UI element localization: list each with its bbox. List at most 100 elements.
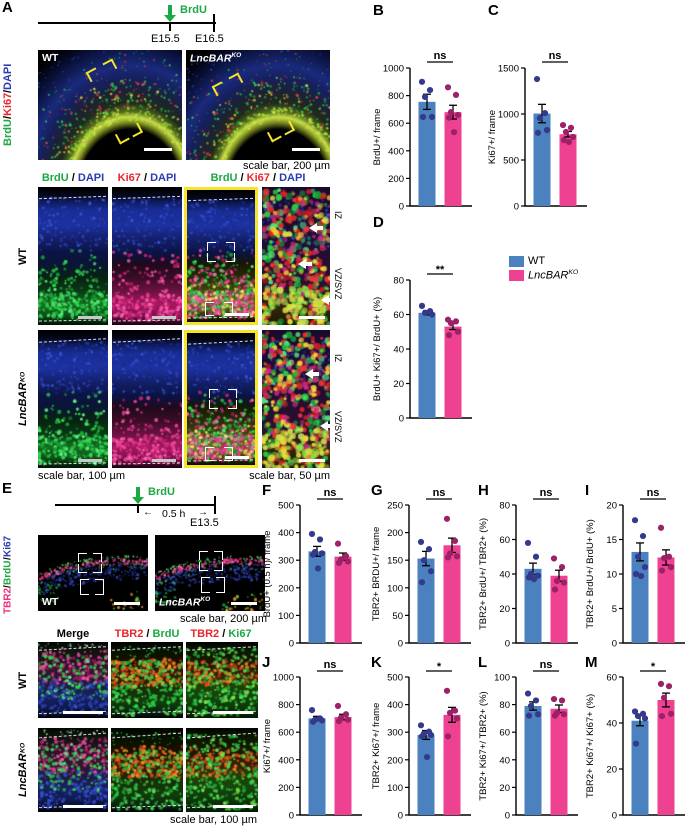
svg-text:ns: ns xyxy=(324,659,337,671)
brdu-injection-label: BrdU xyxy=(148,486,175,498)
col-header-ki67-dapi: Ki67 / DAPI xyxy=(117,172,177,184)
genotype-overlay-wt: WT xyxy=(42,52,59,64)
inset-box-icon xyxy=(80,579,104,595)
svg-text:500: 500 xyxy=(387,673,403,684)
arrow-left-icon xyxy=(304,222,324,233)
micrograph-a-wt-overview: WT xyxy=(38,50,182,160)
scalebar-icon xyxy=(292,148,320,151)
svg-text:0: 0 xyxy=(612,811,617,822)
timeline-axis xyxy=(38,22,216,24)
col-header-tbr2-brdu: TBR2 / BrdU xyxy=(114,628,180,640)
micrograph-a-ko-merge xyxy=(184,330,258,468)
inset-box-icon xyxy=(78,553,102,573)
brdu-timeline-a: BrdU E15.5 E16.5 xyxy=(30,2,240,48)
svg-text:500: 500 xyxy=(278,501,294,512)
svg-text:1000: 1000 xyxy=(383,64,404,75)
svg-text:40: 40 xyxy=(499,755,510,766)
scalebar-icon xyxy=(144,148,172,151)
panel-label-e: E xyxy=(2,480,13,497)
svg-text:40: 40 xyxy=(393,345,404,356)
svg-text:400: 400 xyxy=(278,755,294,766)
genotype-overlay-ko: LncBARKO xyxy=(190,52,242,65)
micrograph-e-ko-overview: LncBARKO xyxy=(155,535,265,611)
chart-plot-D: 0 20 40 60 80 BrdU+ Ki67+/ BrdU+ (%) ** xyxy=(372,264,472,425)
row-label-ko: LncBAR KO xyxy=(17,743,29,797)
svg-text:ns: ns xyxy=(549,50,562,62)
svg-text:300: 300 xyxy=(278,556,294,567)
panel-label-k: K xyxy=(371,654,382,671)
inset-box-icon xyxy=(199,551,223,571)
svg-text:15: 15 xyxy=(606,535,617,546)
legend-item-wt: WT xyxy=(509,255,578,267)
svg-text:80: 80 xyxy=(499,700,510,711)
scalebar-icon xyxy=(225,456,249,459)
panel-label-c: C xyxy=(488,2,499,19)
svg-text:TBR2+ Ki67+/ frame: TBR2+ Ki67+/ frame xyxy=(371,703,382,790)
timeline-axis xyxy=(55,504,215,506)
chart-plot-J: 0 200 400 600 800 1000 Ki67+/ frame ns xyxy=(262,659,362,822)
chart-brdu-05h-per-frame: F 0 100 200 300 400 500 BrdU+ (0.5 h)/ frame ns xyxy=(258,481,368,653)
inset-box-icon xyxy=(201,577,225,593)
scalebar-icon xyxy=(231,602,257,605)
scalebar-icon xyxy=(225,313,249,316)
chart-tbr2-ki67-over-ki67: M 0 20 40 60 TBR2+ Ki67+/ Ki67+ (%) * xyxy=(581,653,691,825)
svg-text:*: * xyxy=(437,661,442,673)
micrograph-a-wt-ki67-dapi xyxy=(112,187,182,325)
chart-plot-F: 0 100 200 300 400 500 BrdU+ (0.5 h)/ frame ns xyxy=(262,487,362,650)
svg-text:10: 10 xyxy=(606,570,617,581)
zone-label-vzsvz: VZ/SVZ xyxy=(333,268,343,300)
micrograph-a-wt-zoom xyxy=(262,187,330,325)
brdu-injection-arrow-icon xyxy=(136,487,140,497)
arrow-left-icon xyxy=(293,258,313,269)
chart-plot-H: 0 20 40 60 80 TBR2+ BrdU+/ TBR2+ (%) ns xyxy=(478,487,578,650)
arrow-left-icon xyxy=(316,294,330,305)
svg-text:ns: ns xyxy=(324,487,337,499)
svg-text:0: 0 xyxy=(505,811,510,822)
genotype-legend: WT LncBARKO xyxy=(509,255,578,284)
svg-text:150: 150 xyxy=(387,556,403,567)
genotype-overlay-ko: LncBARKO xyxy=(159,595,211,609)
svg-text:ns: ns xyxy=(647,487,660,499)
timeline-tick-05h xyxy=(137,504,139,513)
micrograph-a-wt-merge xyxy=(184,187,258,325)
svg-text:0: 0 xyxy=(514,202,519,213)
svg-text:100: 100 xyxy=(278,611,294,622)
micrograph-e-wt-tbr2-ki67 xyxy=(186,642,258,718)
svg-text:600: 600 xyxy=(388,119,404,130)
micrograph-a-ko-ki67-dapi xyxy=(112,330,182,468)
col-header-brdu-ki67-dapi: BrdU / Ki67 / DAPI xyxy=(210,172,306,184)
svg-text:40: 40 xyxy=(499,570,510,581)
interval-arrow-right-icon: → xyxy=(198,507,208,518)
timeline-tick-e165 xyxy=(213,14,215,32)
scalebar-icon xyxy=(152,316,176,319)
panel-label-i: I xyxy=(585,482,590,499)
svg-text:20: 20 xyxy=(393,379,404,390)
scalebar-icon xyxy=(63,805,103,808)
scalebar-icon xyxy=(63,711,103,714)
svg-text:20: 20 xyxy=(606,501,617,512)
timeline-tick-e155 xyxy=(169,22,171,31)
row-label-ko: LncBAR KO xyxy=(17,372,29,426)
svg-text:200: 200 xyxy=(387,755,403,766)
stain-label-e: TBR2 / BrdU / Ki67 xyxy=(2,536,14,614)
svg-text:250: 250 xyxy=(387,501,403,512)
svg-text:**: ** xyxy=(436,264,445,276)
interval-arrow-left-icon: ← xyxy=(143,507,153,518)
svg-text:*: * xyxy=(651,661,656,673)
arrow-left-icon xyxy=(300,368,320,379)
svg-text:80: 80 xyxy=(393,276,404,287)
svg-text:600: 600 xyxy=(278,728,294,739)
brdu-injection-arrowhead-icon xyxy=(164,15,176,22)
scale-text-e-top: scale bar, 200 µm xyxy=(179,613,267,625)
scale-text-a-zoom: scale bar, 50 µm xyxy=(249,470,330,482)
legend-label-wt: WT xyxy=(528,255,546,267)
svg-text:TBR2+ BrdU+/ TBR2+ (%): TBR2+ BrdU+/ TBR2+ (%) xyxy=(478,518,489,630)
svg-text:BrdU+/ frame: BrdU+/ frame xyxy=(372,109,383,166)
brdu-injection-arrow-icon xyxy=(168,5,172,15)
svg-text:60: 60 xyxy=(606,673,617,684)
inset-box-icon xyxy=(209,389,237,409)
arrow-left-icon xyxy=(315,421,330,432)
chart-ki67-per-frame-e13: J 0 200 400 600 800 1000 Ki67+/ frame ns xyxy=(258,653,368,825)
timeline-tick-e135 xyxy=(214,496,216,514)
